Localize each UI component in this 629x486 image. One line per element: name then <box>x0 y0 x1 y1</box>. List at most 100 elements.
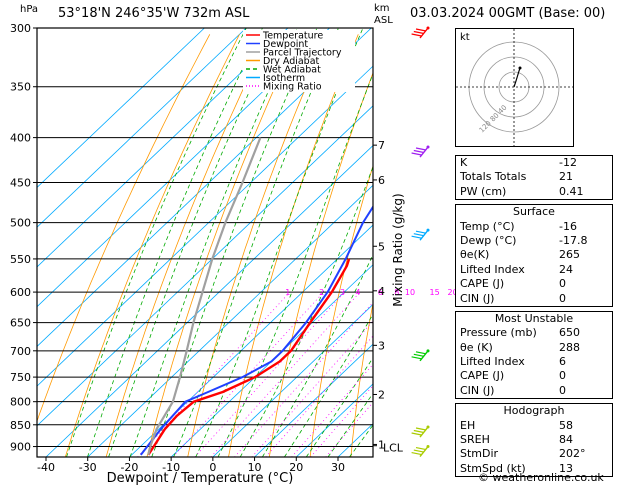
surface-value: 24 <box>559 262 573 276</box>
isotherm-line <box>37 28 205 189</box>
unstable-row: Pressure (mb) 650 <box>456 326 612 340</box>
wind-barb-dot <box>426 425 430 429</box>
unstable-row: CIN (J) 0 <box>456 384 612 398</box>
wet-adiabat-line <box>108 28 280 457</box>
surface-row: θe(K) 265 <box>456 248 612 262</box>
unstable-row: θe (K) 288 <box>456 341 612 355</box>
y-tick-label: 500 <box>10 217 31 230</box>
wet-adiabat-line <box>173 28 339 457</box>
surface-label: θe(K) <box>460 248 490 262</box>
km-tick-label: 4 <box>378 285 385 298</box>
wind-barb-feather <box>413 353 424 357</box>
mixing-ratio-line <box>265 335 373 457</box>
dry-adiabat-line <box>187 34 329 457</box>
dry-adiabat-line <box>105 34 270 457</box>
y-tick-label: 600 <box>10 286 31 299</box>
x-tick-label: 0 <box>209 461 216 474</box>
dry-adiabat-line <box>64 34 240 457</box>
isotherm-line <box>37 105 373 427</box>
wind-barb-dot <box>426 445 430 449</box>
mixing-ratio-line <box>325 401 373 457</box>
legend-entry: Mixing Ratio <box>263 82 322 93</box>
wet-adiabat-line <box>239 165 373 457</box>
wind-barb-dot <box>426 228 430 232</box>
mixing-ratio-label: 10 <box>405 288 415 297</box>
surface-row: Lifted Index 24 <box>456 263 612 277</box>
hodograph-trace <box>513 67 521 88</box>
mixing-ratio-label: 15 <box>429 288 439 297</box>
surface-value: 0 <box>559 277 566 291</box>
index-value: -12 <box>559 156 577 169</box>
surface-row: CIN (J) 0 <box>456 292 612 306</box>
index-row: PW (cm) 0.41 <box>456 185 612 199</box>
surface-box: Surface Temp (°C) -16 Dewp (°C) -17.8 θe(K) 2… <box>455 204 613 307</box>
surface-label: Lifted Index <box>460 262 525 276</box>
location-title: 53°18'N 246°35'W 732m ASL <box>58 6 250 21</box>
surface-title: Surface <box>513 205 555 219</box>
indices-top-box: K -12 Totals Totals 21 PW (cm) 0.41 <box>455 155 613 201</box>
hodo-value: 13 <box>559 461 573 475</box>
hodograph: kt 120 80 40 <box>455 28 574 147</box>
legend-entry: Wet Adiabat <box>263 65 321 76</box>
unstable-value: 6 <box>559 355 566 369</box>
series-temperature <box>147 258 351 456</box>
index-label: K <box>460 156 468 169</box>
hodograph-point <box>518 66 522 70</box>
isotherm-line <box>37 28 289 268</box>
wind-barb-feather <box>415 28 427 32</box>
wind-barb-feather <box>415 230 427 234</box>
unstable-label: CAPE (J) <box>460 369 505 383</box>
hodograph-box: Hodograph EH 58 SREH 84 StmDir 202° StmSpd (kt… <box>455 403 613 478</box>
x-tick-label: -40 <box>37 461 55 474</box>
wind-barb-feather <box>415 147 427 151</box>
x-tick-label: -30 <box>79 461 97 474</box>
isotherm-line <box>87 184 373 457</box>
mixing-ratio-label: 6 <box>378 288 383 297</box>
km-tick-label: 6 <box>378 174 385 187</box>
wet-adiabat-line <box>87 28 263 457</box>
y-tick-label: 700 <box>10 345 31 358</box>
y-tick-label: 850 <box>10 419 31 432</box>
hodo-row: SREH 84 <box>456 433 612 447</box>
y-tick-label: 400 <box>10 132 31 145</box>
index-label: Totals Totals <box>460 170 527 184</box>
x-axis-label: Dewpoint / Temperature (°C) <box>107 471 294 486</box>
mixing-ratio-line <box>310 384 373 457</box>
index-value: 21 <box>559 170 573 184</box>
wet-adiabat-line <box>217 72 373 457</box>
wind-barb-feather <box>411 451 422 456</box>
surface-label: Dewp (°C) <box>460 233 517 247</box>
km-tick-label: 1 <box>378 438 385 451</box>
hodo-row: EH 58 <box>456 419 612 433</box>
hodo-value: 202° <box>559 447 586 461</box>
unstable-label: θe (K) <box>460 340 493 354</box>
most-unstable-title: Most Unstable <box>494 311 574 325</box>
y-tick-label: 900 <box>10 441 31 454</box>
surface-value: 0 <box>559 291 566 305</box>
hodograph-kt-label: kt <box>460 32 470 43</box>
wind-barb-feather <box>411 235 422 239</box>
legend-entry: Temperature <box>262 31 323 42</box>
wet-adiabat-line <box>195 28 364 457</box>
mixing-ratio-axis-label: Mixing Ratio (g/kg) <box>391 193 405 306</box>
unstable-value: 288 <box>559 340 580 354</box>
wet-adiabat-line <box>151 28 318 457</box>
y-tick-label: 650 <box>10 317 31 330</box>
wind-barb-dot <box>426 26 430 30</box>
surface-row: Dewp (°C) -17.8 <box>456 234 612 248</box>
surface-value: 265 <box>559 248 580 262</box>
mixing-ratio-label: 1 <box>285 288 290 297</box>
legend-entry: Dry Adiabat <box>263 56 320 67</box>
mixing-ratio-label: 4 <box>355 288 360 297</box>
plot-frame <box>36 27 374 458</box>
unstable-value: 0 <box>559 383 566 397</box>
legend-entry: Isotherm <box>263 73 305 84</box>
indices-panel: K -12 Totals Totals 21 PW (cm) 0.41 Surface T… <box>455 155 613 478</box>
series-dewpoint <box>140 205 373 456</box>
wind-barb-dot <box>426 145 430 149</box>
y-tick-label: 450 <box>10 176 31 189</box>
surface-label: Temp (°C) <box>460 219 515 233</box>
isotherm-line <box>212 303 373 457</box>
mixing-ratio-line <box>251 320 373 457</box>
